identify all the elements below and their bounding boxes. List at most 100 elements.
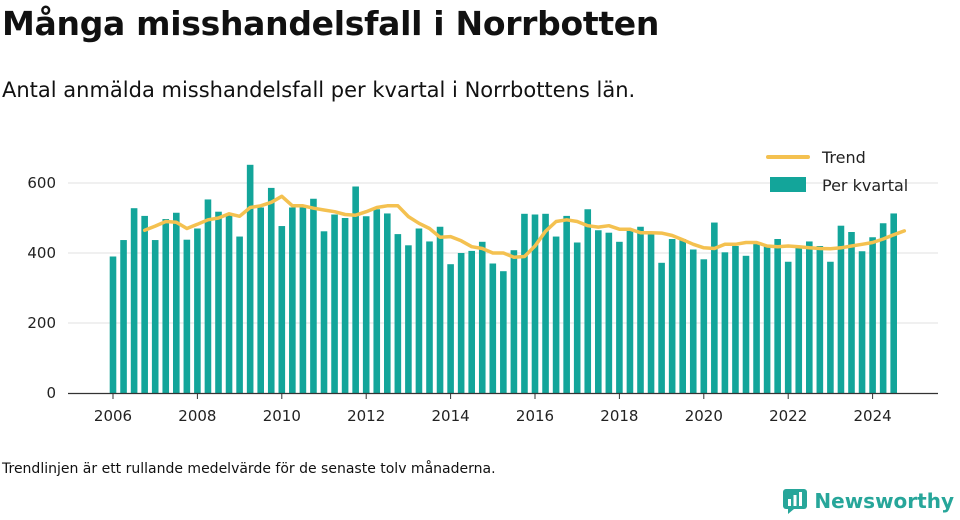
bar xyxy=(225,215,233,393)
bar xyxy=(236,236,243,393)
bar xyxy=(774,239,781,393)
bar xyxy=(320,231,328,393)
bar xyxy=(869,237,876,393)
bar xyxy=(162,219,170,393)
bar xyxy=(457,253,465,393)
x-tick-label: 2022 xyxy=(769,407,807,425)
chart-title: Många misshandelsfall i Norrbotten xyxy=(2,4,660,43)
legend-bars-swatch xyxy=(770,177,806,192)
bar xyxy=(151,240,159,393)
x-tick-label: 2018 xyxy=(600,407,638,425)
bar xyxy=(890,213,897,393)
bar xyxy=(510,250,518,393)
bar xyxy=(299,207,307,393)
bar xyxy=(858,251,866,393)
bar xyxy=(542,213,549,393)
bar xyxy=(183,239,191,393)
bar xyxy=(447,264,454,393)
bar xyxy=(426,241,433,393)
brand[interactable]: Newsworthy xyxy=(782,488,954,514)
y-tick-label: 600 xyxy=(27,174,56,192)
bar xyxy=(647,232,655,393)
x-tick-label: 2012 xyxy=(347,407,385,425)
bar xyxy=(700,259,708,393)
y-axis-tick-labels: 0 200 400 600 xyxy=(27,174,56,402)
x-tick-label: 2024 xyxy=(854,407,892,425)
brand-name: Newsworthy xyxy=(814,489,954,513)
x-tick-label: 2010 xyxy=(263,407,301,425)
y-tick-label: 0 xyxy=(46,384,56,402)
bar xyxy=(415,228,423,393)
bar xyxy=(394,234,402,393)
bar xyxy=(405,245,412,393)
bar xyxy=(373,209,381,393)
y-tick-label: 400 xyxy=(27,244,56,262)
bar xyxy=(753,243,760,393)
x-tick-label: 2016 xyxy=(516,407,554,425)
bar xyxy=(879,223,887,393)
bar xyxy=(489,263,497,393)
bar xyxy=(257,207,264,393)
bar xyxy=(711,222,718,393)
bar xyxy=(584,209,592,393)
bar xyxy=(362,216,370,393)
bar xyxy=(246,164,254,393)
y-tick-label: 200 xyxy=(27,314,56,332)
legend-bars-label: Per kvartal xyxy=(822,176,908,195)
bar xyxy=(837,225,845,393)
bar xyxy=(436,226,444,393)
x-tick-label: 2006 xyxy=(94,407,132,425)
bar xyxy=(552,236,560,393)
bar xyxy=(384,213,391,393)
bar xyxy=(500,271,507,393)
bar-series xyxy=(109,164,897,393)
trend-line xyxy=(142,194,907,259)
x-axis: 2006 2008 2010 2012 2014 2016 2018 2020 2022 2024 xyxy=(68,392,938,425)
x-tick-label: 2008 xyxy=(178,407,216,425)
bar xyxy=(563,215,570,393)
legend-trend-label: Trend xyxy=(821,148,866,167)
bar xyxy=(215,211,222,393)
bar xyxy=(173,212,180,393)
bar xyxy=(668,239,676,393)
bar xyxy=(795,246,803,393)
bar xyxy=(816,246,824,393)
bar xyxy=(331,214,338,393)
legend: Trend Per kvartal xyxy=(766,148,908,195)
bar xyxy=(267,187,275,393)
bar xyxy=(763,246,771,393)
x-tick-label: 2020 xyxy=(685,407,723,425)
x-tick-label: 2014 xyxy=(432,407,470,425)
bar xyxy=(806,241,813,393)
chart-subtitle: Antal anmälda misshandelsfall per kvarta… xyxy=(2,78,636,102)
bar xyxy=(341,218,349,393)
bar xyxy=(468,250,475,393)
bar xyxy=(595,230,602,393)
bar xyxy=(848,232,855,393)
bar xyxy=(352,186,359,393)
bar xyxy=(616,241,623,393)
bar xyxy=(605,232,613,393)
bar xyxy=(478,241,486,393)
bar xyxy=(130,208,138,393)
bar xyxy=(521,213,528,393)
bar xyxy=(573,242,581,393)
bar xyxy=(204,199,212,393)
footnote: Trendlinjen är ett rullande medelvärde f… xyxy=(2,461,496,477)
bar xyxy=(278,226,286,393)
bar xyxy=(141,215,148,393)
bar xyxy=(721,252,729,393)
bar xyxy=(109,256,117,393)
bar xyxy=(194,228,201,393)
bar xyxy=(732,246,739,393)
bar xyxy=(784,261,792,393)
bar xyxy=(658,262,665,393)
bar xyxy=(679,239,686,393)
newsworthy-logo-icon xyxy=(783,489,808,514)
bar xyxy=(120,240,127,393)
bar xyxy=(289,207,296,393)
bar xyxy=(742,255,750,393)
bar xyxy=(310,198,317,393)
bar xyxy=(637,226,644,393)
